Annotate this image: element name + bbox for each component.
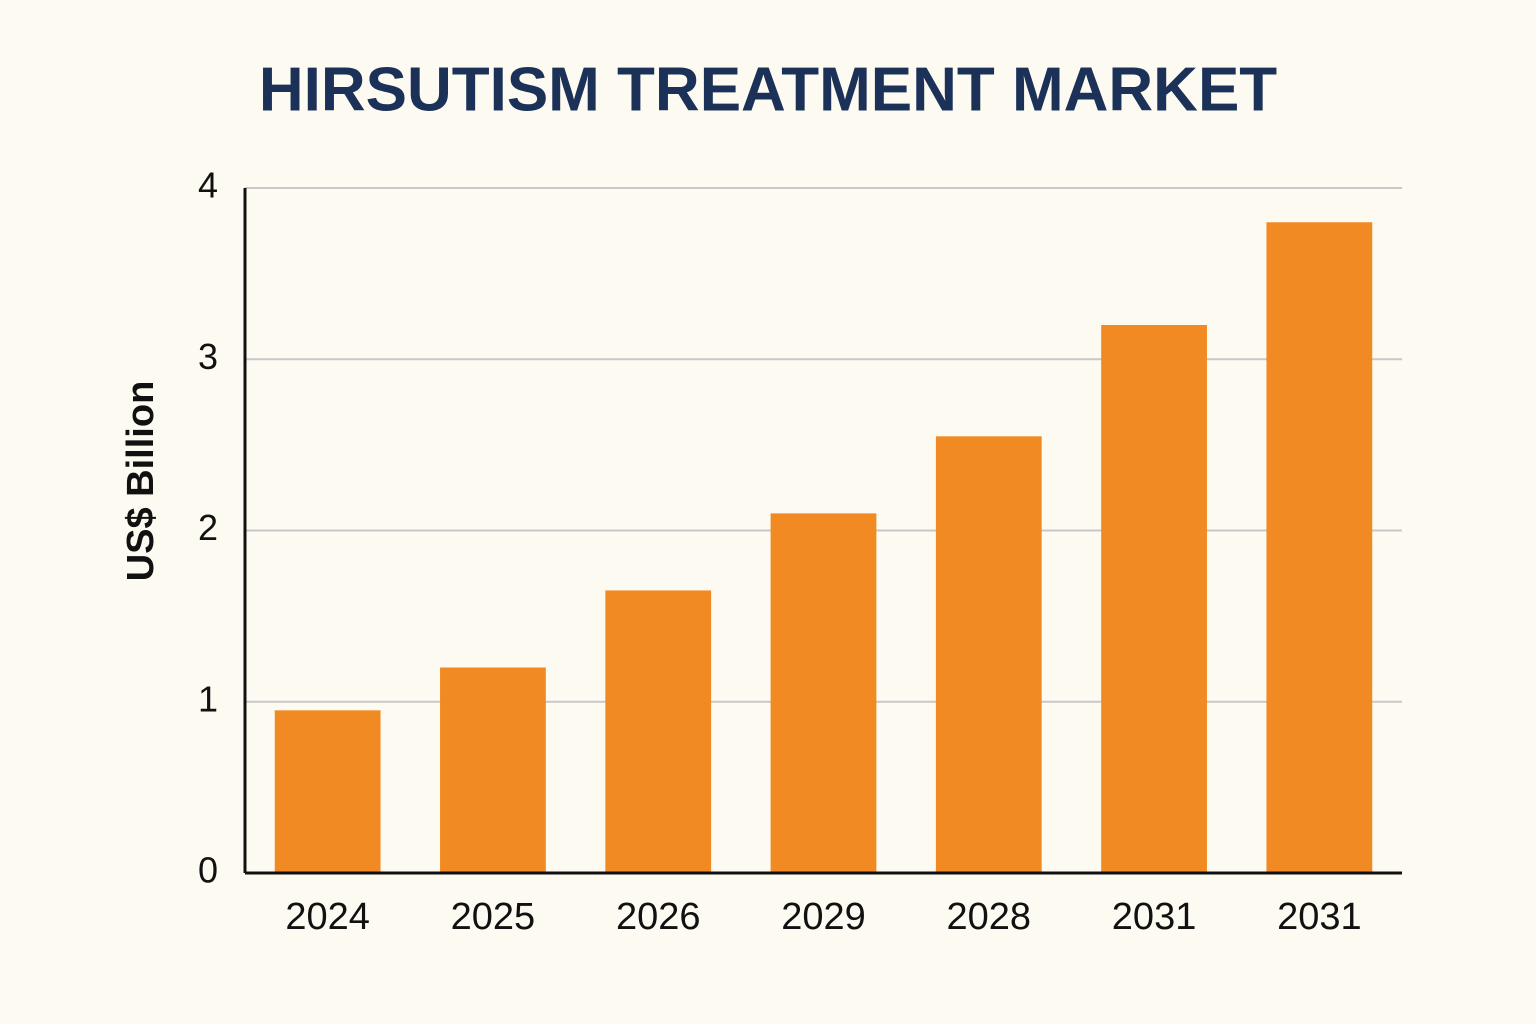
y-axis-label: US$ Billion <box>120 381 162 582</box>
chart-title: HIRSUTISM TREATMENT MARKET <box>259 55 1277 124</box>
x-tick-label: 2025 <box>451 896 536 938</box>
y-tick-label: 3 <box>198 336 218 377</box>
x-tick-label: 2031 <box>1277 896 1362 938</box>
y-tick-label: 4 <box>198 165 218 206</box>
bar <box>605 590 712 873</box>
bar <box>274 710 381 873</box>
x-tick-label: 2024 <box>285 896 370 938</box>
x-tick-label: 2028 <box>947 896 1032 938</box>
bar <box>1101 325 1207 873</box>
bar <box>1266 222 1373 873</box>
bar <box>770 513 877 873</box>
x-tick-label: 2026 <box>616 896 701 938</box>
bar <box>935 436 1042 873</box>
y-tick-label: 0 <box>198 850 218 891</box>
y-tick-label: 2 <box>198 507 218 548</box>
x-tick-label: 2029 <box>781 896 866 938</box>
bar <box>440 667 546 873</box>
y-tick-label: 1 <box>198 678 218 719</box>
x-tick-label: 2031 <box>1112 896 1197 938</box>
